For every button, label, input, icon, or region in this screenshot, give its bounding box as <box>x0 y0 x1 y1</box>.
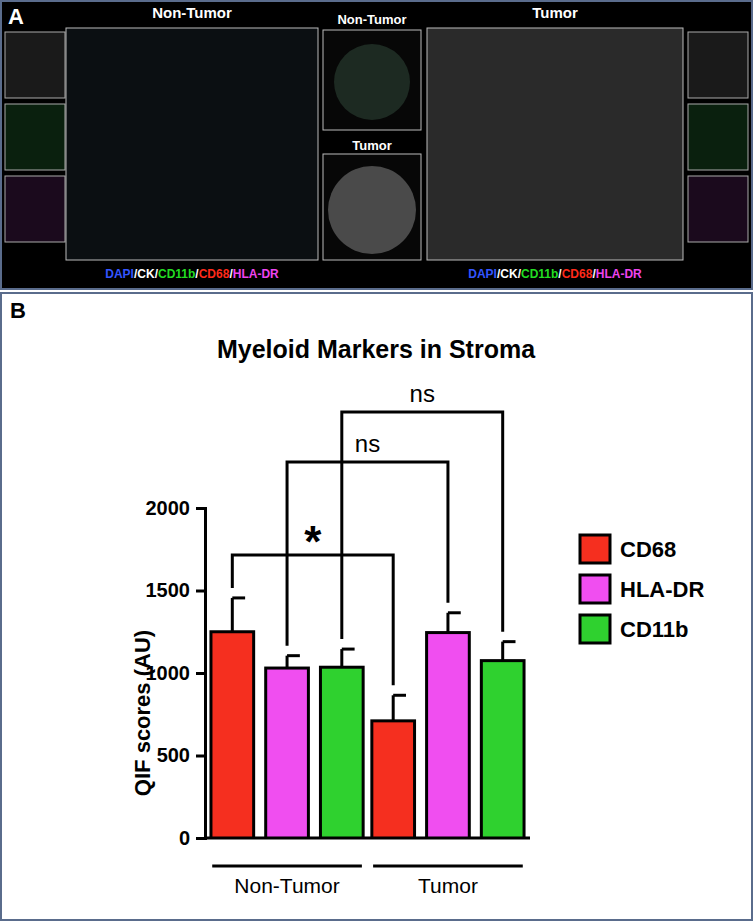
image-label: Tumor <box>532 4 578 21</box>
stain-legend: DAPI/CK/CD11b/CD68/HLA-DR <box>468 267 642 281</box>
tissue-core <box>334 44 410 120</box>
group-underline <box>373 865 523 868</box>
error-cap <box>342 648 355 651</box>
bar <box>211 632 254 838</box>
legend: CD68 HLA-DR CD11b <box>580 535 704 643</box>
legend-label: CD68 <box>620 537 676 562</box>
y-tick: 500 <box>157 744 205 766</box>
image-inset <box>5 104 65 170</box>
image-core <box>323 154 421 260</box>
y-tick-label: 1500 <box>146 579 191 601</box>
error-cap <box>393 694 406 697</box>
error-bar <box>287 656 300 668</box>
image-label: Non-Tumor <box>337 12 406 27</box>
x-tick-label: Tumor <box>418 874 478 897</box>
stain: CD11b <box>158 267 195 281</box>
legend-swatch <box>580 535 610 563</box>
y-tick-label: 0 <box>179 827 190 849</box>
significance-bracket <box>342 412 503 639</box>
panel-b-frame <box>1 293 752 920</box>
panel-b: BMyeloid Markers in Stroma05001000150020… <box>1 293 752 920</box>
error-bar <box>232 598 245 632</box>
figure: A Non-Tumor Non-Tumor Tumor Tumor DAPI/CK/CD1… <box>0 0 753 922</box>
image-main <box>427 28 683 260</box>
stain: CD11b <box>521 267 558 281</box>
y-tick: 0 <box>179 827 205 849</box>
stain: CK <box>500 267 518 281</box>
bar <box>481 661 524 838</box>
error-bar <box>448 613 461 633</box>
bar <box>320 667 363 838</box>
y-tick: 2000 <box>146 497 206 519</box>
legend-label: CD11b <box>620 617 688 642</box>
significance-label: * <box>304 517 322 566</box>
error-stem <box>446 613 449 633</box>
panel-letter: B <box>10 298 26 323</box>
image-main <box>66 28 318 260</box>
error-stem <box>286 656 289 668</box>
significance-bracket <box>287 462 448 646</box>
bar <box>266 668 309 838</box>
y-tick: 1500 <box>146 579 206 601</box>
image-core <box>323 30 421 130</box>
y-tick-label: 2000 <box>146 497 191 519</box>
y-axis-title: QIF scores (AU) <box>130 630 155 796</box>
legend-swatch <box>580 575 610 603</box>
panel-a: A Non-Tumor Non-Tumor Tumor Tumor DAPI/CK/CD1… <box>1 1 752 289</box>
bar <box>427 633 470 838</box>
legend-swatch <box>580 615 610 643</box>
stain: HLA-DR <box>596 267 642 281</box>
image-inset <box>688 32 748 98</box>
panel-letter: A <box>8 4 24 29</box>
legend-label: HLA-DR <box>620 577 704 602</box>
chart-title: Myeloid Markers in Stroma <box>217 335 536 363</box>
group-underline <box>212 865 362 868</box>
stain: CD68 <box>562 267 593 281</box>
stain: DAPI <box>105 267 134 281</box>
stain: CK <box>137 267 155 281</box>
tissue-core <box>328 166 416 254</box>
stain: DAPI <box>468 267 497 281</box>
image-label: Tumor <box>352 138 391 153</box>
y-axis-line <box>196 509 206 839</box>
error-bar <box>342 649 355 667</box>
image-inset <box>688 176 748 242</box>
error-cap <box>503 640 516 643</box>
significance-label: ns <box>355 430 380 457</box>
tick-mark <box>196 837 205 840</box>
error-bar <box>393 695 406 721</box>
stain-legend: DAPI/CK/CD11b/CD68/HLA-DR <box>105 267 279 281</box>
x-tick-label: Non-Tumor <box>234 874 339 897</box>
stain: CD68 <box>199 267 230 281</box>
bar <box>372 721 415 838</box>
y-tick-label: 500 <box>157 744 190 766</box>
error-cap <box>287 654 300 657</box>
image-inset <box>5 176 65 242</box>
tick-mark <box>196 507 205 510</box>
error-stem <box>392 695 395 721</box>
significance-label: ns <box>410 380 435 407</box>
tick-mark <box>196 672 205 675</box>
stain: HLA-DR <box>233 267 279 281</box>
image-label: Non-Tumor <box>152 4 232 21</box>
error-stem <box>231 598 234 632</box>
significance-bracket <box>232 555 393 685</box>
image-inset <box>688 104 748 170</box>
error-cap <box>448 611 461 614</box>
tick-mark <box>196 755 205 758</box>
error-stem <box>501 642 504 661</box>
tick-mark <box>196 590 205 593</box>
panel-a-frame <box>1 1 752 289</box>
image-inset <box>5 32 65 98</box>
error-cap <box>232 596 245 599</box>
error-bar <box>503 642 516 661</box>
bars <box>211 598 524 838</box>
error-stem <box>340 649 343 667</box>
